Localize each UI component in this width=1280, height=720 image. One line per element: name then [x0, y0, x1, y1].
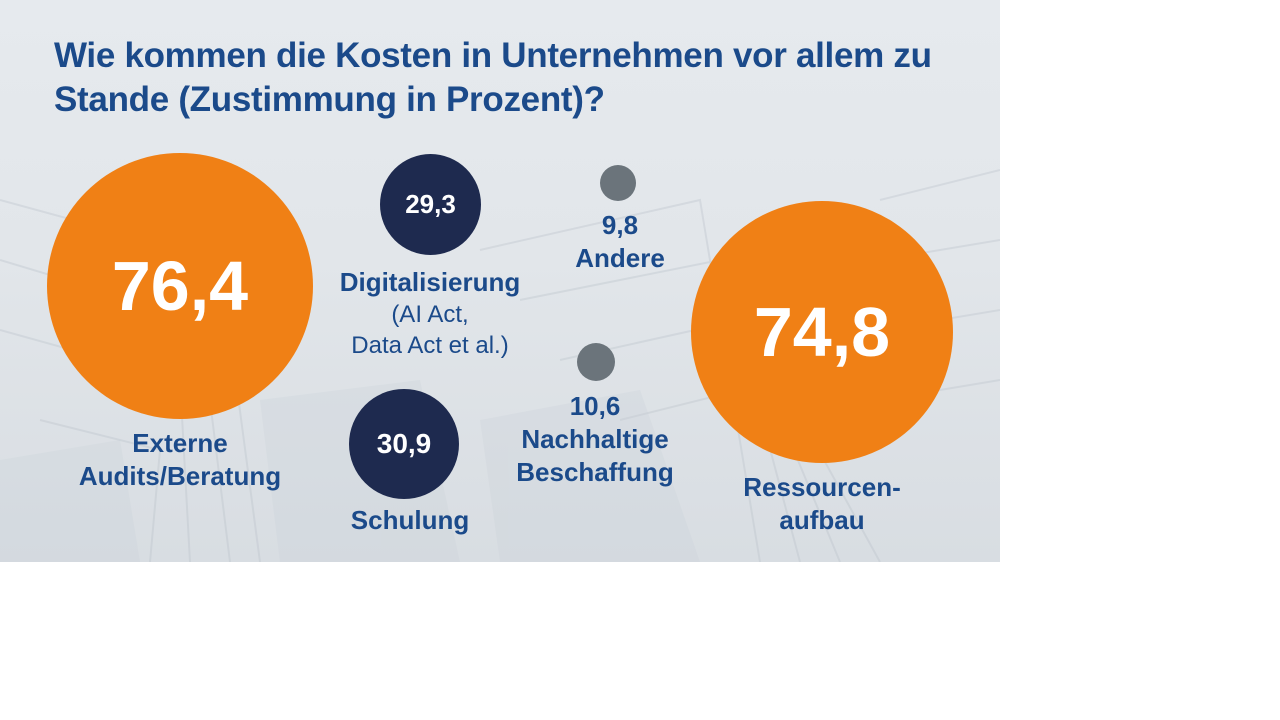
bubble-externe-audits: 76,4: [47, 153, 313, 419]
value-label: 10,6: [569, 391, 621, 421]
bubble-nachhaltige-beschaffung: [577, 343, 615, 381]
bubble-schulung: 30,9: [349, 389, 459, 499]
infographic-panel: Wie kommen die Kosten in Unternehmen vor…: [0, 0, 1000, 562]
category-label-line: Audits/Beratung: [78, 461, 282, 491]
label-andere: 9,8 Andere: [540, 209, 700, 275]
label-externe-audits: Externe Audits/Beratung: [30, 427, 330, 493]
label-digitalisierung: Digitalisierung (AI Act, Data Act et al.…: [310, 266, 550, 361]
category-label-line: Beschaffung: [516, 457, 674, 487]
bubble-ressourcenaufbau: 74,8: [691, 201, 953, 463]
value-label: 76,4: [111, 247, 249, 325]
chart-title: Wie kommen die Kosten in Unternehmen vor…: [54, 36, 932, 119]
label-nachhaltige-beschaffung: 10,6 Nachhaltige Beschaffung: [495, 390, 695, 489]
label-ressourcenaufbau: Ressourcen- aufbau: [712, 471, 932, 537]
category-sub-line: Data Act et al.): [351, 332, 509, 359]
value-label: 30,9: [376, 428, 432, 459]
value-label: 29,3: [405, 189, 456, 219]
category-label-line: Digitalisierung: [339, 267, 521, 297]
category-label-line: Ressourcen-: [743, 472, 901, 502]
label-schulung: Schulung: [310, 504, 510, 537]
category-label-line: Externe: [132, 428, 228, 458]
category-sub-line: (AI Act,: [391, 301, 469, 328]
category-label-line: aufbau: [779, 505, 865, 535]
category-label-line: Nachhaltige: [521, 424, 669, 454]
bubble-digitalisierung: 29,3: [380, 154, 481, 255]
category-label-line: Andere: [575, 243, 665, 273]
value-label: 74,8: [753, 293, 891, 371]
bubble-andere: [600, 165, 636, 201]
category-label-line: Schulung: [350, 505, 470, 535]
value-label: 9,8: [601, 210, 639, 240]
